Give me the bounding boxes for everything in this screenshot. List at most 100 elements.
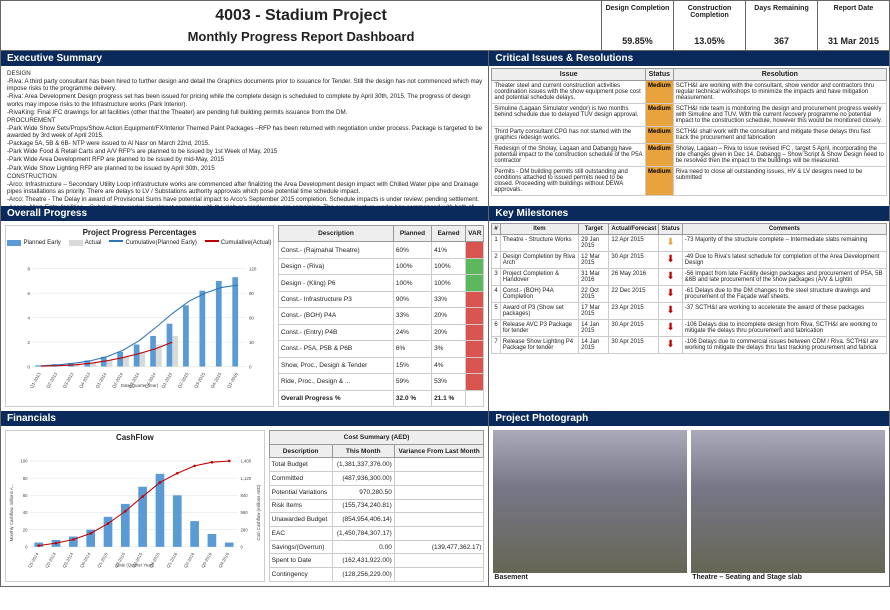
cost-month: (854,954,406.14) bbox=[332, 513, 394, 527]
svg-text:560: 560 bbox=[240, 510, 248, 515]
svg-text:6: 6 bbox=[28, 291, 31, 296]
svg-text:Q2-2014: Q2-2014 bbox=[44, 551, 57, 568]
metric-value: 13.05% bbox=[676, 36, 743, 46]
legend-item: Actual bbox=[69, 240, 102, 246]
prog-earned: 33% bbox=[432, 291, 466, 307]
issue-row: Theater steel and current construction a… bbox=[492, 81, 887, 104]
km-comment: -106 Delays due to commercial issues bet… bbox=[682, 337, 886, 354]
cost-month: (162,431,922.00) bbox=[332, 554, 394, 568]
cost-row: Committed(487,936,300.00) bbox=[269, 472, 484, 486]
issue-text: Permits - DM building permits still outs… bbox=[492, 167, 646, 196]
photo-image bbox=[691, 430, 885, 573]
svg-text:60: 60 bbox=[249, 315, 254, 320]
legend-swatch bbox=[205, 240, 219, 246]
cost-month: 0.00 bbox=[332, 540, 394, 554]
prog-planned: 100% bbox=[393, 275, 431, 291]
svg-text:60: 60 bbox=[23, 493, 28, 498]
svg-text:Q3-2014: Q3-2014 bbox=[62, 551, 75, 568]
cost-desc: Spent to Date bbox=[269, 554, 332, 568]
prog-row: Ride, Proc., Design & ...59%53% bbox=[279, 374, 484, 390]
cost-month: (128,256,229.00) bbox=[332, 568, 394, 582]
issue-row: Redesign of the Sholay, Lagaan and Daban… bbox=[492, 144, 887, 167]
financials-header: Financials bbox=[1, 411, 488, 426]
prog-earned: 21.1 % bbox=[432, 390, 466, 406]
exec-line: -Riva: A third party consultant has been… bbox=[7, 78, 482, 92]
progress-legend: Planned EarlyActualCumulative(Planned Ea… bbox=[6, 239, 273, 247]
svg-text:20: 20 bbox=[23, 527, 28, 532]
header-metrics: Design Completion59.85%Construction Comp… bbox=[601, 1, 889, 50]
prog-row: Overall Progress %32.0 %21.1 % bbox=[279, 390, 484, 406]
progress-chart-svg: 812069046023000Q1-2013Q2-2013Q3-2013Q4-2… bbox=[6, 247, 273, 406]
svg-text:Q1-2015: Q1-2015 bbox=[160, 371, 173, 389]
metric-box: Report Date31 Mar 2015 bbox=[817, 1, 889, 50]
svg-text:840: 840 bbox=[240, 493, 248, 498]
svg-text:1,400: 1,400 bbox=[240, 459, 251, 464]
cost-var bbox=[394, 568, 484, 582]
cost-var bbox=[394, 513, 484, 527]
cost-summary-table: Cost Summary (AED)DescriptionThis MonthV… bbox=[269, 430, 485, 582]
svg-text:Q1-2014: Q1-2014 bbox=[95, 371, 108, 389]
svg-text:280: 280 bbox=[240, 527, 248, 532]
progress-table: DescriptionPlannedEarnedVARConst.- (Rajm… bbox=[278, 225, 484, 407]
km-comment: -56 Impact from late Facility design pac… bbox=[682, 269, 886, 286]
km-item: Release Show Lighting P4 Package for ten… bbox=[500, 337, 578, 354]
svg-text:Q3-2015: Q3-2015 bbox=[193, 371, 206, 389]
prog-var bbox=[466, 357, 484, 373]
svg-text:Q1-2016: Q1-2016 bbox=[226, 371, 239, 389]
km-item: Award of P3 (Show set packages) bbox=[500, 303, 578, 320]
milestones-header: Key Milestones bbox=[489, 206, 889, 221]
progress-chart: Project Progress Percentages Planned Ear… bbox=[5, 225, 274, 407]
prog-var bbox=[466, 374, 484, 390]
issues-col: Issue bbox=[492, 69, 646, 81]
km-num: 5 bbox=[492, 303, 500, 320]
svg-text:Q3-2016: Q3-2016 bbox=[200, 551, 213, 568]
cost-desc: Unawarded Budget bbox=[269, 513, 332, 527]
svg-text:30: 30 bbox=[249, 340, 254, 345]
svg-text:80: 80 bbox=[23, 476, 28, 481]
dashboard: 4003 - Stadium Project Monthly Progress … bbox=[0, 0, 890, 587]
km-num: 1 bbox=[492, 235, 500, 252]
arrow-down-icon: ⬇ bbox=[659, 320, 682, 337]
km-item: Project Completion & Handover bbox=[500, 269, 578, 286]
prog-planned: 90% bbox=[393, 291, 431, 307]
issues-col: Status bbox=[646, 69, 674, 81]
svg-text:Q3-2013: Q3-2013 bbox=[62, 371, 75, 389]
km-target: 14 Jan 2015 bbox=[579, 337, 609, 354]
exec-line: CONSTRUCTION bbox=[7, 173, 482, 180]
cost-desc: Risk Items bbox=[269, 499, 332, 513]
prog-col: VAR bbox=[466, 226, 484, 242]
prog-planned: 32.0 % bbox=[393, 390, 431, 406]
photo-caption: Basement bbox=[493, 573, 687, 582]
prog-var bbox=[466, 324, 484, 340]
cost-row: Contingency(128,256,229.00) bbox=[269, 568, 484, 582]
legend-label: Planned Early bbox=[23, 240, 60, 246]
cashflow-svg: 1001,400801,12060840405602028000Q1-2014Q… bbox=[6, 444, 264, 581]
svg-text:0: 0 bbox=[240, 545, 243, 550]
photos-header: Project Photograph bbox=[489, 411, 889, 426]
prog-planned: 24% bbox=[393, 324, 431, 340]
arrow-down-icon: ⬇ bbox=[659, 269, 682, 286]
cost-row: Risk Items(155,734,240.81) bbox=[269, 499, 484, 513]
prog-col: Description bbox=[279, 226, 394, 242]
svg-text:Monthly Cashflow, millions A..: Monthly Cashflow, millions A... bbox=[9, 484, 14, 542]
prog-row: Const.- Infrastructure P390%33% bbox=[279, 291, 484, 307]
issue-status: Medium bbox=[646, 127, 674, 144]
metric-label: Design Completion bbox=[604, 5, 671, 12]
prog-planned: 15% bbox=[393, 357, 431, 373]
report-subtitle: Monthly Progress Report Dashboard bbox=[7, 29, 595, 44]
prog-earned: 53% bbox=[432, 374, 466, 390]
svg-text:40: 40 bbox=[23, 510, 28, 515]
exec-line: -Park Wide Show Lighting RFP are planned… bbox=[7, 165, 482, 172]
exec-line: -Park Wide Show Sets/Props/Show Action E… bbox=[7, 125, 482, 139]
issue-resolution: Sholay, Lagaan – Riva to issue revised I… bbox=[673, 144, 886, 167]
prog-desc: Design - (Kling) P6 bbox=[279, 275, 394, 291]
svg-text:Cum Cashflow (millions AED): Cum Cashflow (millions AED) bbox=[256, 484, 261, 540]
svg-text:0: 0 bbox=[25, 545, 28, 550]
cost-var bbox=[394, 485, 484, 499]
km-col: Status bbox=[659, 224, 682, 235]
km-row: 5Award of P3 (Show set packages)17 Mar 2… bbox=[492, 303, 887, 320]
project-photo: Basement bbox=[493, 430, 687, 582]
prog-var bbox=[466, 275, 484, 291]
prog-desc: Const.- P5A, P5B & P6B bbox=[279, 341, 394, 357]
svg-text:Q1-2013: Q1-2013 bbox=[29, 371, 42, 389]
